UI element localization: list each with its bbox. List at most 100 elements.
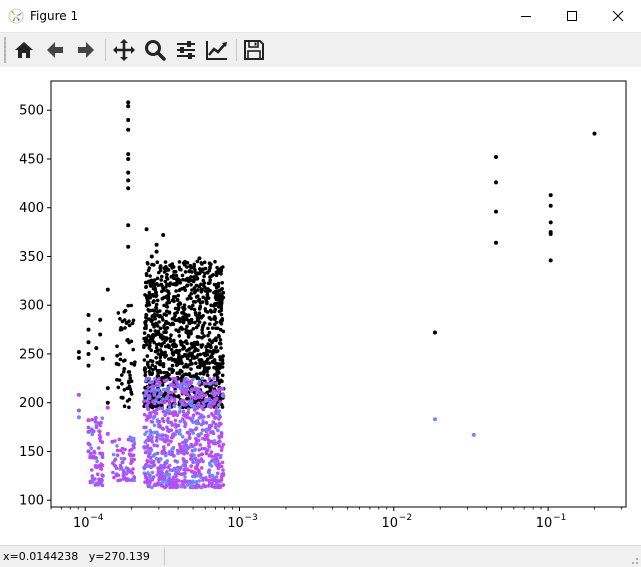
maximize-button[interactable]	[549, 0, 595, 32]
data-point	[200, 428, 205, 432]
data-point	[76, 415, 81, 420]
data-point	[98, 451, 103, 456]
data-point	[147, 266, 152, 270]
resize-grip-icon[interactable]	[629, 555, 639, 565]
data-point	[157, 394, 161, 399]
data-point	[161, 318, 165, 322]
data-point	[178, 419, 182, 424]
data-point	[146, 300, 151, 304]
data-point	[219, 299, 224, 304]
data-point	[216, 403, 221, 407]
data-point	[171, 468, 175, 472]
figure-canvas[interactable]: 100 150 200 250 300 350 400 450 500 10 −4 10 −3 10 −2 1…	[0, 67, 641, 545]
data-point	[149, 372, 154, 377]
data-point	[217, 390, 221, 395]
data-point	[113, 464, 118, 468]
data-point	[164, 374, 169, 379]
data-point	[178, 405, 182, 410]
data-point	[146, 338, 150, 343]
data-point	[92, 451, 97, 455]
data-point	[169, 439, 173, 444]
toolbar-separator	[105, 39, 106, 61]
data-point	[197, 459, 202, 464]
data-point	[100, 455, 105, 460]
data-point	[127, 384, 132, 389]
data-point	[105, 287, 110, 292]
data-point	[185, 392, 190, 397]
data-point	[76, 350, 81, 354]
data-point	[188, 359, 193, 363]
data-point	[219, 448, 224, 453]
data-point	[152, 299, 156, 303]
data-point	[218, 439, 222, 444]
data-point	[188, 321, 192, 325]
data-point	[153, 316, 157, 321]
data-point	[209, 464, 214, 468]
home-button[interactable]	[10, 36, 38, 64]
data-point	[129, 448, 134, 452]
data-point	[219, 272, 223, 276]
configure-subplots-button[interactable]	[172, 36, 200, 64]
data-point	[166, 438, 170, 443]
data-point	[128, 435, 132, 440]
data-point	[179, 472, 183, 477]
data-point	[142, 331, 147, 335]
data-point	[170, 422, 174, 427]
pan-button[interactable]	[110, 36, 138, 64]
data-point	[131, 318, 136, 323]
data-point	[148, 433, 153, 437]
forward-button[interactable]	[72, 36, 100, 64]
data-point	[209, 405, 213, 410]
data-point	[148, 380, 152, 385]
toolbar-grip[interactable]	[4, 37, 6, 63]
data-point	[183, 468, 188, 472]
data-point	[160, 284, 164, 288]
data-point	[207, 361, 212, 365]
data-point	[152, 430, 157, 435]
save-button[interactable]	[240, 36, 268, 64]
data-point	[145, 443, 150, 448]
data-point	[122, 388, 127, 392]
data-point	[170, 447, 174, 451]
data-point	[204, 345, 208, 349]
data-point	[171, 432, 176, 436]
data-point	[127, 380, 131, 385]
data-point	[126, 244, 131, 249]
data-point	[207, 440, 212, 444]
data-point	[157, 400, 161, 405]
edit-axis-button[interactable]	[203, 36, 231, 64]
data-point	[181, 320, 186, 325]
data-point	[179, 399, 183, 404]
data-point	[177, 260, 182, 264]
data-point	[125, 478, 129, 483]
data-point	[126, 157, 131, 161]
data-point	[182, 365, 186, 369]
data-point	[175, 318, 179, 322]
zoom-button[interactable]	[141, 36, 169, 64]
data-point	[173, 422, 178, 427]
data-point	[187, 313, 191, 318]
data-point	[191, 444, 195, 449]
data-point	[218, 338, 223, 342]
back-button[interactable]	[41, 36, 69, 64]
data-point	[126, 104, 131, 109]
data-point	[181, 417, 185, 421]
data-point	[202, 403, 206, 408]
y-tick-label: 350	[19, 250, 44, 265]
data-point	[548, 220, 553, 225]
data-point	[169, 333, 173, 338]
data-point	[201, 477, 206, 481]
data-point	[149, 446, 153, 451]
data-point	[174, 273, 179, 278]
data-point	[154, 456, 159, 461]
data-point	[146, 484, 151, 489]
data-point	[90, 474, 95, 478]
data-point	[167, 402, 172, 407]
data-point	[216, 369, 221, 374]
data-point	[145, 354, 150, 358]
close-button[interactable]	[595, 0, 641, 32]
minimize-button[interactable]	[503, 0, 549, 32]
data-point	[76, 392, 81, 397]
data-point	[97, 433, 102, 437]
